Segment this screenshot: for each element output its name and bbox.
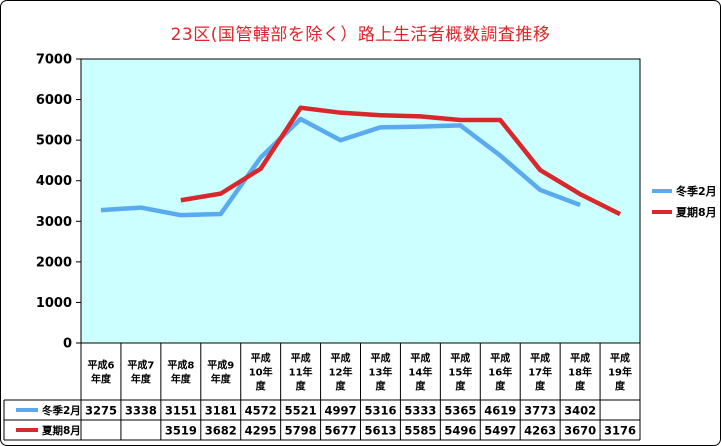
x-category-label: 平成 10年度 xyxy=(249,352,273,393)
table-cell: 5585 xyxy=(404,424,436,438)
table-cell: 3151 xyxy=(165,404,197,418)
y-tick-label: 1000 xyxy=(36,296,72,311)
x-category-label: 平成 12年度 xyxy=(329,352,353,393)
table-cell: 4619 xyxy=(484,404,516,418)
table-cell: 5333 xyxy=(404,404,436,418)
y-tick-label: 2000 xyxy=(36,255,72,270)
x-category-label: 平成 19年度 xyxy=(608,352,632,393)
series-line-2 xyxy=(180,105,622,217)
x-category-label: 平成6 年度 xyxy=(87,359,114,386)
table-cell: 3773 xyxy=(524,404,556,418)
x-category-label: 平成 13年度 xyxy=(369,352,393,393)
table-cell: 5497 xyxy=(484,424,516,438)
x-category-label: 平成 16年度 xyxy=(488,352,512,393)
table-cell: 3402 xyxy=(564,404,596,418)
table-cell: 5677 xyxy=(325,424,357,438)
table-cell: 4295 xyxy=(245,424,277,438)
x-category-label: 平成 14年度 xyxy=(408,352,432,393)
x-category-label: 平成 17年度 xyxy=(528,352,552,393)
table-cell: 4572 xyxy=(245,404,277,418)
x-category-label: 平成 11年度 xyxy=(289,352,313,393)
table-cell: 3181 xyxy=(205,404,237,418)
plot-area xyxy=(80,58,641,344)
legend-label: 冬季2月 xyxy=(676,184,717,198)
table-cell: 5496 xyxy=(444,424,476,438)
table-row-label: 夏期8月 xyxy=(41,424,81,437)
y-tick-label: 3000 xyxy=(36,215,72,230)
x-category-label: 平成 15年度 xyxy=(448,352,472,393)
legend-label: 夏期8月 xyxy=(676,205,717,219)
x-category-label: 平成9 年度 xyxy=(207,359,234,386)
table-row-label: 冬季2月 xyxy=(42,404,81,417)
y-tick-label: 7000 xyxy=(36,53,72,68)
table-cell: 3338 xyxy=(125,404,157,418)
x-category-label: 平成7 年度 xyxy=(127,359,154,386)
y-tick-label: 4000 xyxy=(36,174,72,189)
table-cell: 5613 xyxy=(364,424,396,438)
x-category-label: 平成8 年度 xyxy=(167,359,194,386)
y-tick-label: 0 xyxy=(63,337,72,352)
table-cell: 5365 xyxy=(444,404,476,418)
table-cell: 3670 xyxy=(564,424,596,438)
table-cell: 5521 xyxy=(285,404,317,418)
x-category-label: 平成 18年度 xyxy=(568,352,592,393)
y-tick-label: 5000 xyxy=(36,134,72,149)
table-cell: 4263 xyxy=(524,424,556,438)
table-cell: 5798 xyxy=(285,424,317,438)
table-cell: 3275 xyxy=(85,404,117,418)
y-tick-label: 6000 xyxy=(36,93,72,108)
table-cell: 4997 xyxy=(325,404,357,418)
table-cell: 5316 xyxy=(364,404,396,418)
table-cell: 3176 xyxy=(604,424,636,438)
table-cell: 3519 xyxy=(165,424,197,438)
table-cell: 3682 xyxy=(205,424,237,438)
chart-title: 23区(国管轄部を除く）路上生活者概数調査推移 xyxy=(170,25,551,45)
